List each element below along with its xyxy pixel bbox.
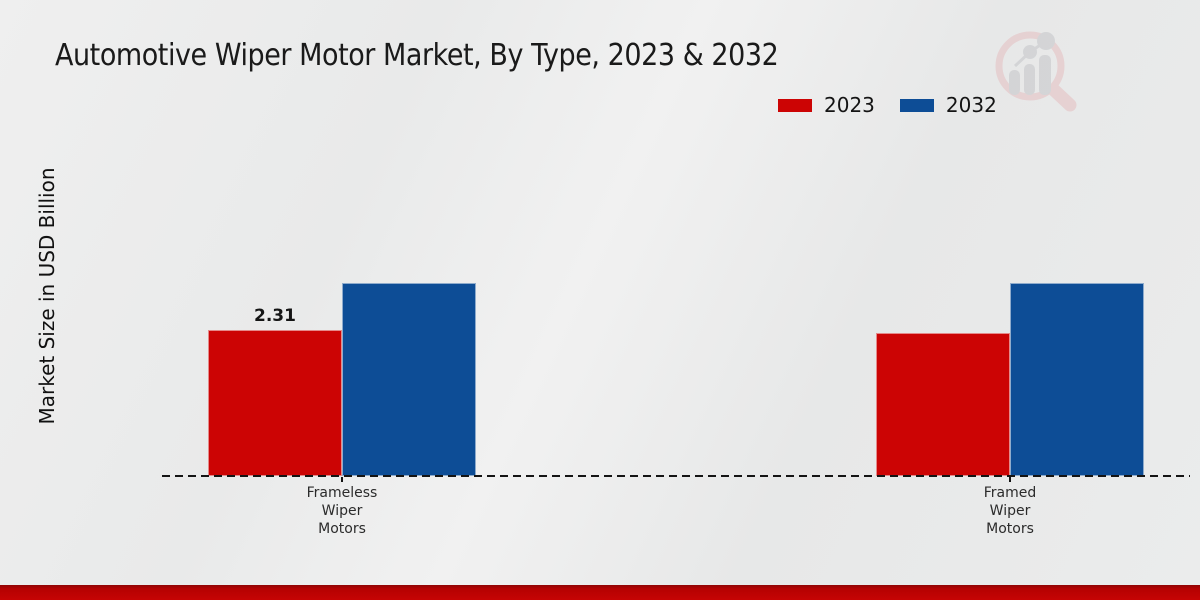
magnifier-bar-chart-logo-icon	[995, 31, 1077, 112]
legend: 2023 2032	[778, 93, 997, 117]
legend-item-2023: 2023	[778, 93, 875, 117]
bar-2032-frameless-wiper-motors	[342, 283, 476, 476]
legend-item-2032: 2032	[899, 93, 997, 117]
bottom-accent-stripe	[0, 585, 1200, 600]
x-axis-tick	[341, 477, 343, 482]
bar-value-label: 2.31	[254, 306, 296, 326]
x-axis-tick	[1009, 477, 1011, 482]
bar-2023-framed-wiper-motors	[876, 333, 1010, 476]
bar-2032-framed-wiper-motors	[1010, 283, 1144, 476]
legend-swatch-2032	[899, 98, 934, 112]
x-axis-baseline	[162, 475, 1190, 477]
legend-swatch-2023	[778, 98, 812, 112]
legend-label-2032: 2032	[945, 93, 997, 117]
x-axis-category-label: Frameless Wiper Motors	[306, 485, 378, 537]
bar-2023-frameless-wiper-motors	[208, 330, 342, 476]
legend-label-2023: 2023	[824, 93, 875, 117]
x-axis-category-label: Framed Wiper Motors	[983, 485, 1037, 537]
chart-title: Automotive Wiper Motor Market, By Type, …	[55, 38, 779, 73]
